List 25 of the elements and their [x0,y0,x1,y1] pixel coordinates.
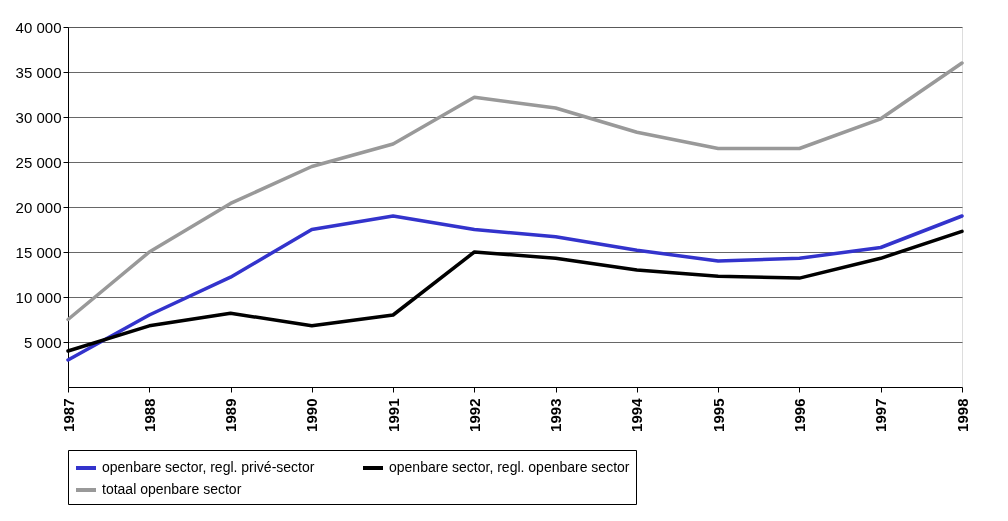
x-tick-label: 1993 [547,398,565,432]
y-tick-label: 5 000 [23,333,62,351]
line-series [66,61,964,322]
y-tick-label: 35 000 [15,63,62,81]
x-tick-label: 1988 [140,398,158,432]
x-tick-label: 1990 [303,398,321,432]
x-tick-label: 1991 [384,398,402,432]
x-tick-label: 1994 [628,397,646,432]
x-tick-label: 1997 [872,398,890,432]
legend-label: openbare sector, regl. openbare sector [389,459,630,475]
legend-label: openbare sector, regl. privé-sector [102,459,315,475]
y-tick-label: 25 000 [15,153,62,171]
legend-label: totaal openbare sector [102,481,242,497]
y-tick-label: 10 000 [15,288,62,306]
x-tick-label: 1992 [465,398,483,432]
x-tick-label: 1987 [59,398,77,432]
line-series [66,214,964,362]
x-tick-label: 1995 [709,398,727,432]
x-tick-label: 1998 [953,398,971,432]
y-tick-label: 20 000 [15,198,62,216]
x-tick-label: 1996 [790,398,808,432]
y-tick-label: 30 000 [15,108,62,126]
y-tick-label: 15 000 [15,243,62,261]
y-tick-label: 40 000 [15,18,62,36]
x-tick-label: 1989 [222,398,240,432]
